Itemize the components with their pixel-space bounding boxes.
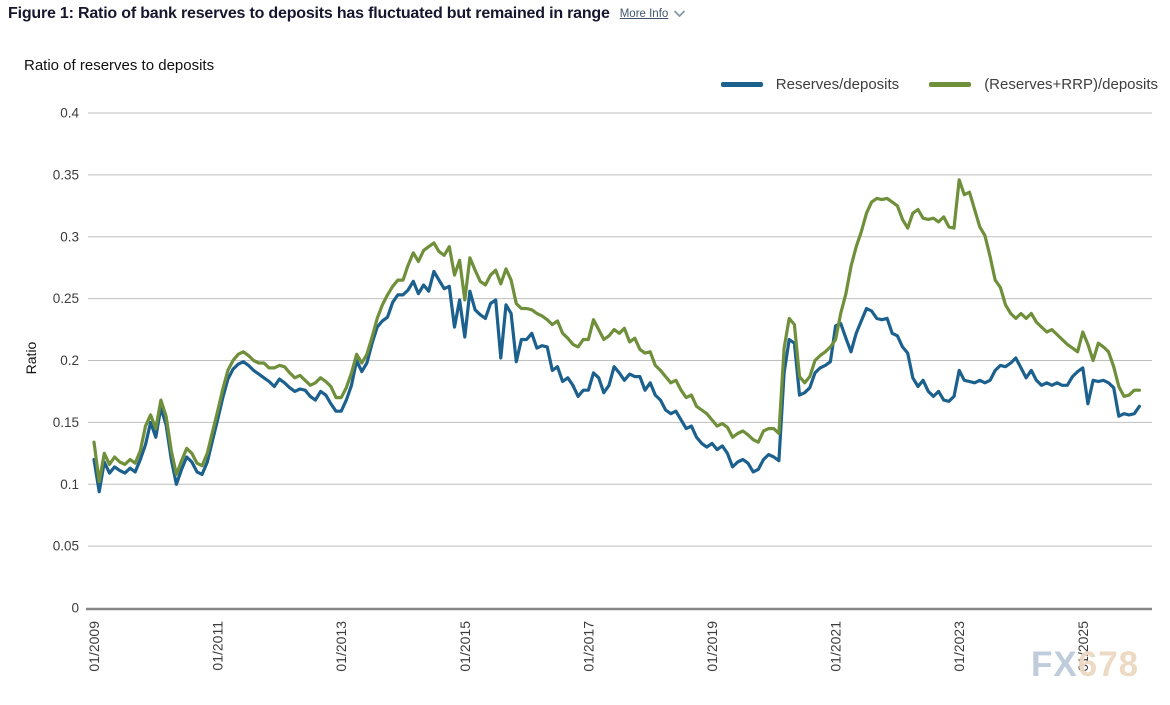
figure-title: Figure 1: Ratio of bank reserves to depo… bbox=[8, 5, 610, 22]
x-tick-label: 01/2023 bbox=[951, 621, 967, 672]
y-tick-label: 0.2 bbox=[60, 353, 79, 368]
x-tick-label: 01/2025 bbox=[1075, 621, 1091, 672]
chevron-down-icon[interactable] bbox=[673, 10, 686, 18]
y-tick-label: 0.3 bbox=[60, 229, 79, 244]
blue-line-swatch-icon bbox=[720, 82, 763, 87]
x-tick-label: 01/2021 bbox=[828, 621, 844, 672]
legend-item-reserves-rrp-deposits[interactable]: (Reserves+RRP)/deposits bbox=[929, 76, 1158, 93]
series-line-reserves-deposits bbox=[92, 269, 1142, 494]
x-tick-label: 01/2011 bbox=[210, 621, 226, 671]
x-tick-label: 01/2009 bbox=[86, 621, 102, 672]
legend-label: (Reserves+RRP)/deposits bbox=[984, 76, 1158, 93]
x-tick-label: 01/2019 bbox=[704, 621, 720, 672]
y-tick-label: 0.35 bbox=[53, 167, 79, 182]
y-tick-label: 0.4 bbox=[60, 106, 79, 121]
x-tick-label: 01/2017 bbox=[580, 621, 596, 672]
y-tick-label: 0.25 bbox=[53, 291, 79, 306]
chart-subtitle: Ratio of reserves to deposits bbox=[24, 57, 215, 74]
x-tick-label: 01/2013 bbox=[333, 621, 349, 672]
figure-header: Figure 1: Ratio of bank reserves to depo… bbox=[8, 5, 686, 23]
x-tick-label: 01/2015 bbox=[457, 621, 473, 672]
y-tick-label: 0.05 bbox=[53, 539, 79, 554]
y-tick-label: 0.1 bbox=[60, 477, 79, 492]
chart-legend: Reserves/deposits (Reserves+RRP)/deposit… bbox=[720, 76, 1158, 93]
more-info[interactable]: More Info bbox=[620, 8, 687, 20]
y-tick-label: 0 bbox=[71, 601, 79, 616]
legend-label: Reserves/deposits bbox=[775, 76, 900, 93]
legend-item-reserves-deposits[interactable]: Reserves/deposits bbox=[720, 76, 900, 93]
series-line--reserves-rrp-deposits bbox=[92, 178, 1142, 484]
more-info-link[interactable]: More Info bbox=[619, 8, 669, 20]
y-tick-label: 0.15 bbox=[53, 415, 79, 430]
green-line-swatch-icon bbox=[929, 82, 972, 87]
